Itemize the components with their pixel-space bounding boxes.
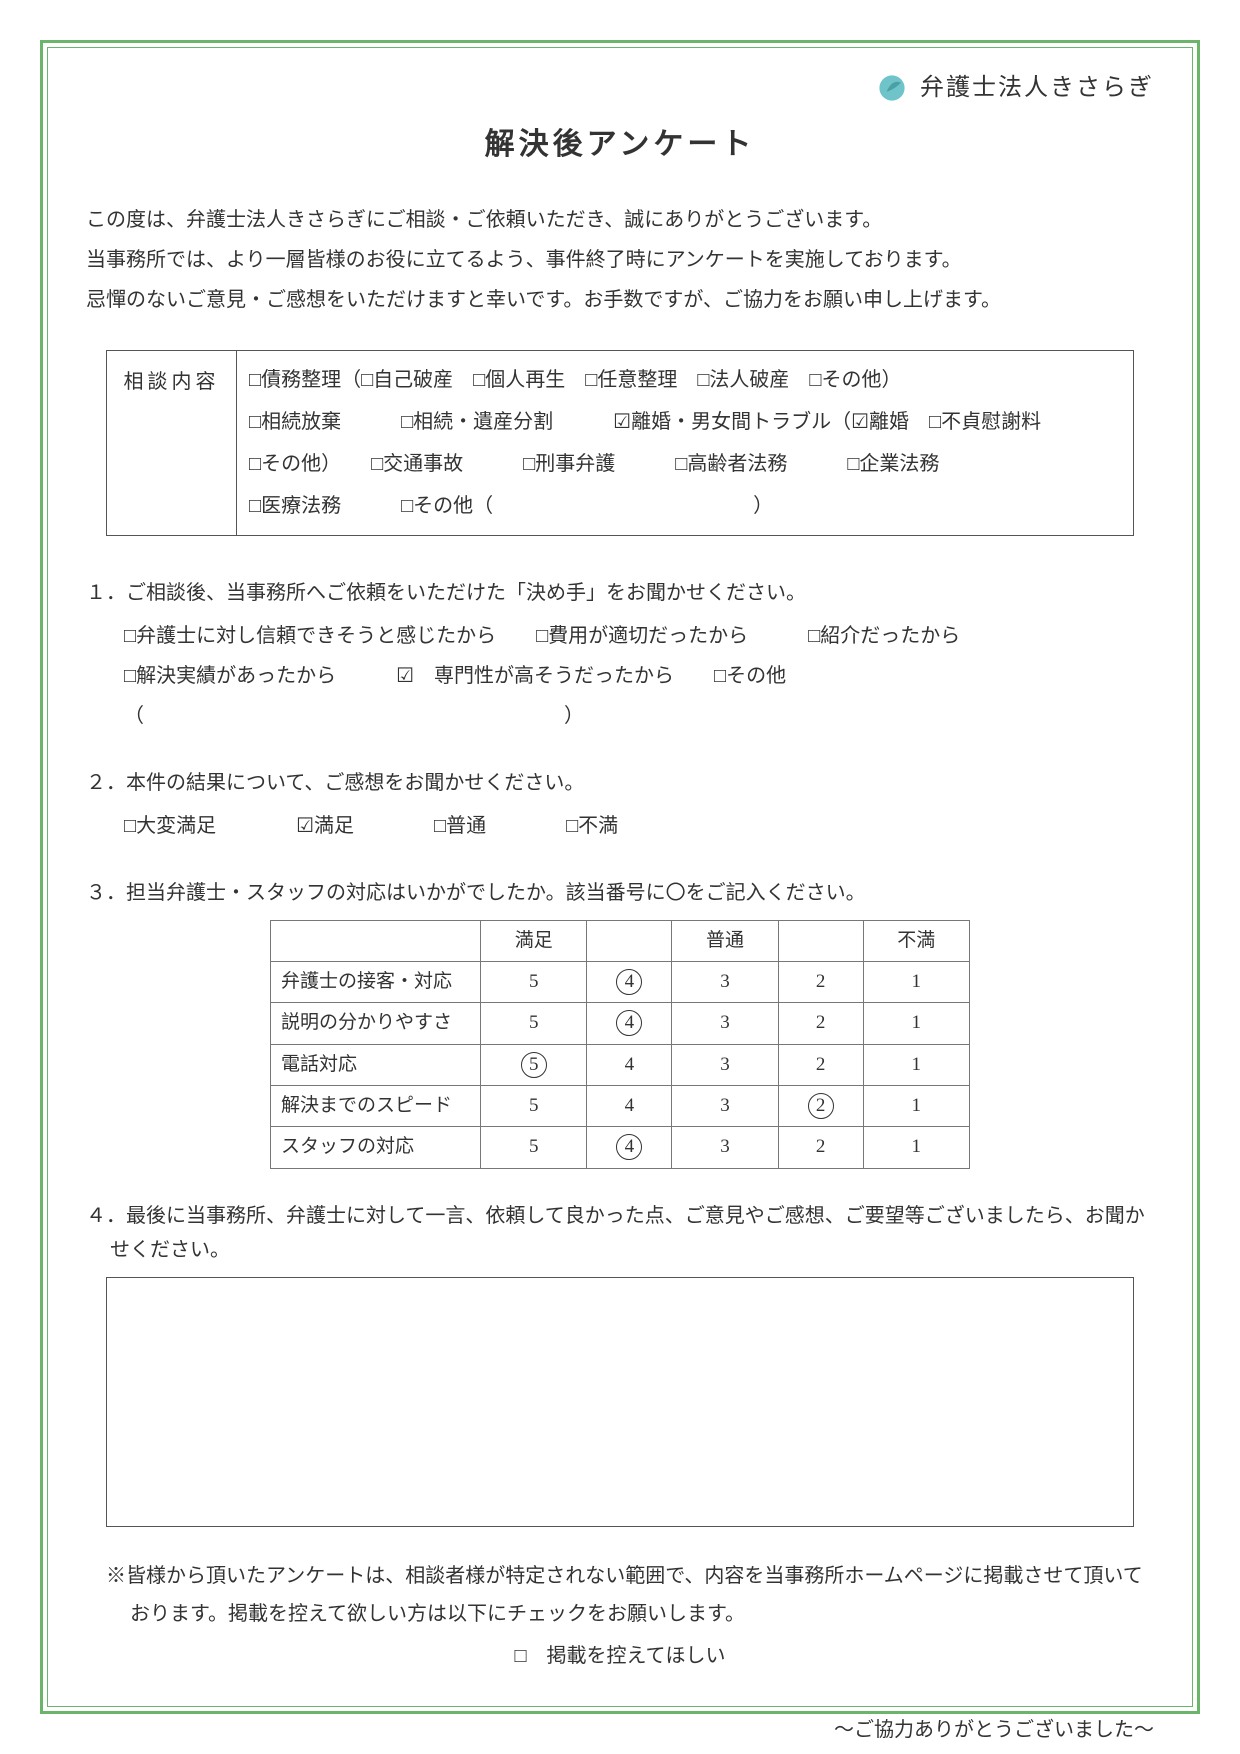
consult-body: □債務整理（□自己破産 □個人再生 □任意整理 □法人破産 □その他） □相続放… — [237, 351, 1133, 535]
q2-options: □大変満足 ☑満足 □普通 □不満 — [86, 806, 1154, 846]
rating-cell[interactable]: 5 — [481, 962, 587, 1003]
intro-line: この度は、弁護士法人きさらぎにご相談・ご依頼いただき、誠にありがとうございます。 — [86, 200, 1154, 240]
consult-line: □相続放棄 □相続・遺産分割 ☑離婚・男女間トラブル（☑離婚 □不貞慰謝料 — [249, 401, 1121, 443]
rating-cell[interactable]: 5 — [481, 1003, 587, 1044]
page-inner: 弁護士法人きさらぎ 解決後アンケート この度は、弁護士法人きさらぎにご相談・ご依… — [47, 47, 1193, 1707]
rating-cell[interactable]: 2 — [778, 1085, 863, 1126]
consult-line: □債務整理（□自己破産 □個人再生 □任意整理 □法人破産 □その他） — [249, 359, 1121, 401]
rating-cell[interactable]: 3 — [672, 962, 778, 1003]
rating-row-label: 解決までのスピード — [271, 1085, 481, 1126]
rating-row-label: 説明の分かりやすさ — [271, 1003, 481, 1044]
q3-text: ３．担当弁護士・スタッフの対応はいかがでしたか。該当番号に〇をご記入ください。 — [86, 876, 1154, 910]
rating-cell[interactable]: 3 — [672, 1044, 778, 1085]
rating-row-label: 弁護士の接客・対応 — [271, 962, 481, 1003]
rating-row: 電話対応54321 — [271, 1044, 970, 1085]
logo-name: 弁護士法人きさらぎ — [920, 68, 1154, 109]
question-1: １．ご相談後、当事務所へご依頼をいただけた「決め手」をお聞かせください。 □弁護… — [86, 576, 1154, 736]
q4-text: ４．最後に当事務所、弁護士に対して一言、依頼して良かった点、ご意見やご感想、ご要… — [110, 1199, 1154, 1267]
question-2: ２．本件の結果について、ご感想をお聞かせください。 □大変満足 ☑満足 □普通 … — [86, 766, 1154, 846]
question-3: ３．担当弁護士・スタッフの対応はいかがでしたか。該当番号に〇をご記入ください。 … — [86, 876, 1154, 1169]
consult-line: □その他） □交通事故 □刑事弁護 □高齢者法務 □企業法務 — [249, 443, 1121, 485]
rating-cell[interactable]: 2 — [778, 1003, 863, 1044]
page-border: 弁護士法人きさらぎ 解決後アンケート この度は、弁護士法人きさらぎにご相談・ご依… — [40, 40, 1200, 1714]
page-title: 解決後アンケート — [86, 119, 1154, 170]
rating-header — [271, 920, 481, 961]
rating-cell[interactable]: 5 — [481, 1044, 587, 1085]
rating-row-label: スタッフの対応 — [271, 1127, 481, 1168]
rating-cell[interactable]: 3 — [672, 1127, 778, 1168]
optout-checkbox[interactable]: □ 掲載を控えてほしい — [86, 1639, 1154, 1673]
q1-text: １．ご相談後、当事務所へご依頼をいただけた「決め手」をお聞かせください。 — [86, 576, 1154, 610]
rating-cell[interactable]: 2 — [778, 1044, 863, 1085]
consult-line: □医療法務 □その他（ ） — [249, 485, 1121, 527]
rating-cell[interactable]: 5 — [481, 1085, 587, 1126]
rating-cell[interactable]: 2 — [778, 962, 863, 1003]
rating-cell[interactable]: 1 — [863, 1044, 970, 1085]
rating-cell[interactable]: 5 — [481, 1127, 587, 1168]
rating-cell[interactable]: 1 — [863, 1127, 970, 1168]
intro-text: この度は、弁護士法人きさらぎにご相談・ご依頼いただき、誠にありがとうございます。… — [86, 200, 1154, 320]
rating-header — [587, 920, 672, 961]
publish-note: ※皆様から頂いたアンケートは、相談者様が特定されない範囲で、内容を当事務所ホーム… — [86, 1557, 1154, 1633]
rating-header: 不満 — [863, 920, 970, 961]
rating-row: スタッフの対応54321 — [271, 1127, 970, 1168]
comment-box[interactable] — [106, 1277, 1134, 1527]
intro-line: 忌憚のないご意見・ご感想をいただけますと幸いです。お手数ですが、ご協力をお願い申… — [86, 280, 1154, 320]
rating-cell[interactable]: 4 — [587, 1003, 672, 1044]
rating-header — [778, 920, 863, 961]
rating-cell[interactable]: 3 — [672, 1085, 778, 1126]
rating-cell[interactable]: 4 — [587, 1044, 672, 1085]
rating-cell[interactable]: 2 — [778, 1127, 863, 1168]
q1-options: □弁護士に対し信頼できそうと感じたから □費用が適切だったから □紹介だったから… — [86, 616, 1154, 736]
logo-text-block: 弁護士法人きさらぎ — [920, 68, 1154, 109]
thanks-text: ～ご協力ありがとうございました～ — [86, 1713, 1154, 1747]
intro-line: 当事務所では、より一層皆様のお役に立てるよう、事件終了時にアンケートを実施してお… — [86, 240, 1154, 280]
rating-table: 満足普通不満 弁護士の接客・対応54321説明の分かりやすさ54321電話対応5… — [270, 920, 970, 1169]
consult-label: 相談内容 — [107, 351, 237, 535]
rating-cell[interactable]: 1 — [863, 1085, 970, 1126]
rating-cell[interactable]: 3 — [672, 1003, 778, 1044]
q1-line: □弁護士に対し信頼できそうと感じたから □費用が適切だったから □紹介だったから — [124, 616, 1154, 656]
rating-header: 満足 — [481, 920, 587, 961]
rating-row: 解決までのスピード54321 — [271, 1085, 970, 1126]
rating-cell[interactable]: 1 — [863, 1003, 970, 1044]
rating-cell[interactable]: 1 — [863, 962, 970, 1003]
rating-row-label: 電話対応 — [271, 1044, 481, 1085]
rating-row: 説明の分かりやすさ54321 — [271, 1003, 970, 1044]
leaf-logo-icon — [874, 70, 910, 106]
rating-cell[interactable]: 4 — [587, 962, 672, 1003]
rating-cell[interactable]: 4 — [587, 1127, 672, 1168]
question-4: ４．最後に当事務所、弁護士に対して一言、依頼して良かった点、ご意見やご感想、ご要… — [86, 1199, 1154, 1527]
rating-row: 弁護士の接客・対応54321 — [271, 962, 970, 1003]
rating-header: 普通 — [672, 920, 778, 961]
q1-line: □解決実績があったから ☑ 専門性が高そうだったから □その他（ ） — [124, 656, 1154, 736]
logo-row: 弁護士法人きさらぎ — [86, 68, 1154, 109]
consult-table: 相談内容 □債務整理（□自己破産 □個人再生 □任意整理 □法人破産 □その他）… — [106, 350, 1134, 536]
q2-text: ２．本件の結果について、ご感想をお聞かせください。 — [86, 766, 1154, 800]
rating-cell[interactable]: 4 — [587, 1085, 672, 1126]
